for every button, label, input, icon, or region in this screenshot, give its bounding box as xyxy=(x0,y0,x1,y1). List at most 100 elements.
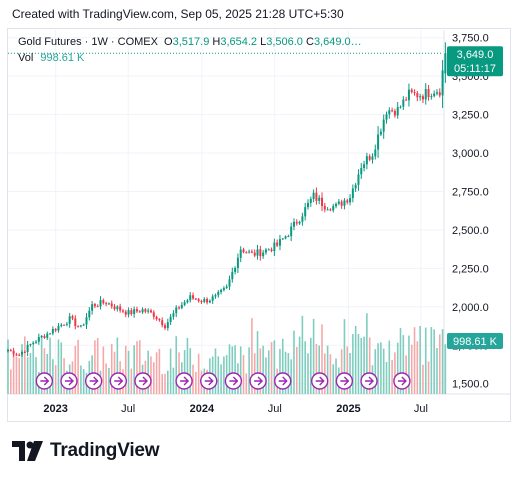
candle-body xyxy=(93,304,96,307)
volume-bar xyxy=(340,349,343,394)
volume-bar xyxy=(24,336,26,394)
candle-body xyxy=(234,268,237,272)
candle-body xyxy=(357,174,360,185)
candle-body xyxy=(228,279,231,287)
event-marker-icon[interactable] xyxy=(175,372,193,390)
event-marker-icon[interactable] xyxy=(84,372,103,390)
volume-bar xyxy=(251,318,253,394)
y-tick-label: 3,750.0 xyxy=(452,33,489,45)
candle-body xyxy=(264,249,267,253)
volume-bar xyxy=(368,337,371,394)
candle-body xyxy=(113,306,116,310)
volume-bar xyxy=(94,340,96,394)
volume-bar xyxy=(15,356,18,394)
legend-symbol: Gold Futures · 1W · COMEX xyxy=(18,36,158,48)
candle-body xyxy=(332,206,335,211)
candle-body xyxy=(399,106,402,108)
volume-bar xyxy=(259,348,262,394)
volume-bar xyxy=(273,340,276,394)
volume-bar xyxy=(234,345,236,394)
candle-body xyxy=(281,238,284,240)
volume-bar xyxy=(408,335,410,394)
candle-body xyxy=(105,303,108,305)
countdown-badge-value: 05:11:17 xyxy=(454,63,496,75)
candle-body xyxy=(292,221,295,227)
event-marker-icon[interactable] xyxy=(249,372,267,390)
candle-body xyxy=(363,164,366,168)
event-marker-icon[interactable] xyxy=(109,372,128,390)
candle-body xyxy=(192,295,195,299)
candle-body xyxy=(323,206,326,210)
candle-body xyxy=(175,307,178,314)
candle-body xyxy=(161,320,164,326)
candle-body xyxy=(239,249,242,258)
legend-high-value: 3,654.2 xyxy=(220,36,258,48)
legend-open-label: O xyxy=(164,36,173,48)
event-marker-icon[interactable] xyxy=(393,372,411,390)
volume-bar xyxy=(374,349,377,394)
volume-bar xyxy=(332,364,335,394)
volume-bar xyxy=(287,352,290,394)
volume-bar xyxy=(195,371,197,394)
candle-body xyxy=(304,207,307,217)
y-tick-label: 2,500.0 xyxy=(452,225,489,237)
event-marker-icon[interactable] xyxy=(224,372,243,390)
event-marker-icon[interactable] xyxy=(60,372,78,390)
volume-bar xyxy=(223,356,225,394)
candle-body xyxy=(186,300,189,303)
candle-body xyxy=(206,298,209,303)
candle-body xyxy=(335,203,338,207)
volume-bar xyxy=(321,324,323,394)
candle-body xyxy=(121,310,124,312)
event-marker-icon[interactable] xyxy=(134,372,152,390)
last-price-badge-value: 3,649.0 xyxy=(457,49,494,61)
candle-body xyxy=(301,216,304,222)
volume-bar xyxy=(441,329,444,394)
y-tick-label: 1,500.0 xyxy=(452,379,489,391)
volume-bar xyxy=(388,340,391,394)
legend-close-value: 3,649.0… xyxy=(313,36,362,48)
candle-body xyxy=(35,341,38,343)
x-tick-label: 2025 xyxy=(336,403,360,415)
volume-bar xyxy=(155,352,158,394)
chart-frame[interactable] xyxy=(7,28,511,422)
x-tick-label: 2024 xyxy=(190,403,215,415)
candle-body xyxy=(60,324,63,327)
candle-body xyxy=(43,336,46,338)
price-chart[interactable]: 1,500.01,750.02,000.02,250.02,500.02,750… xyxy=(0,0,520,430)
candle-body xyxy=(96,306,99,308)
candle-body xyxy=(351,188,354,199)
candle-body xyxy=(74,318,77,327)
candle-body xyxy=(99,300,102,307)
volume-bar xyxy=(380,342,382,394)
candle-body xyxy=(393,110,396,116)
volume-bar xyxy=(186,337,189,394)
event-marker-icon[interactable] xyxy=(200,372,218,390)
candle-body xyxy=(405,99,408,101)
y-tick-label: 2,000.0 xyxy=(452,302,489,314)
candle-body xyxy=(37,337,40,342)
event-marker-icon[interactable] xyxy=(311,372,329,390)
event-marker-icon[interactable] xyxy=(360,372,378,390)
candle-body xyxy=(245,252,248,254)
candle-body xyxy=(119,306,122,311)
candle-body xyxy=(141,309,144,313)
x-tick-label: Jul xyxy=(414,403,428,415)
volume-bar xyxy=(80,365,82,394)
volume-bar xyxy=(318,345,321,394)
event-marker-icon[interactable] xyxy=(335,372,354,390)
legend-close-label: C xyxy=(305,36,314,48)
candle-body xyxy=(49,333,52,335)
volume-bar xyxy=(192,364,194,394)
volume-bar xyxy=(419,325,421,394)
candle-body xyxy=(46,333,49,338)
volume-bar xyxy=(304,341,306,394)
tradingview-logo[interactable]: TradingView xyxy=(12,440,160,462)
candle-body xyxy=(178,307,181,309)
volume-bar xyxy=(197,353,200,394)
volume-badge-value: 998.61 K xyxy=(453,336,498,348)
candle-body xyxy=(144,309,147,312)
event-marker-icon[interactable] xyxy=(35,372,54,390)
event-marker-icon[interactable] xyxy=(274,372,292,390)
candle-body xyxy=(225,286,228,289)
